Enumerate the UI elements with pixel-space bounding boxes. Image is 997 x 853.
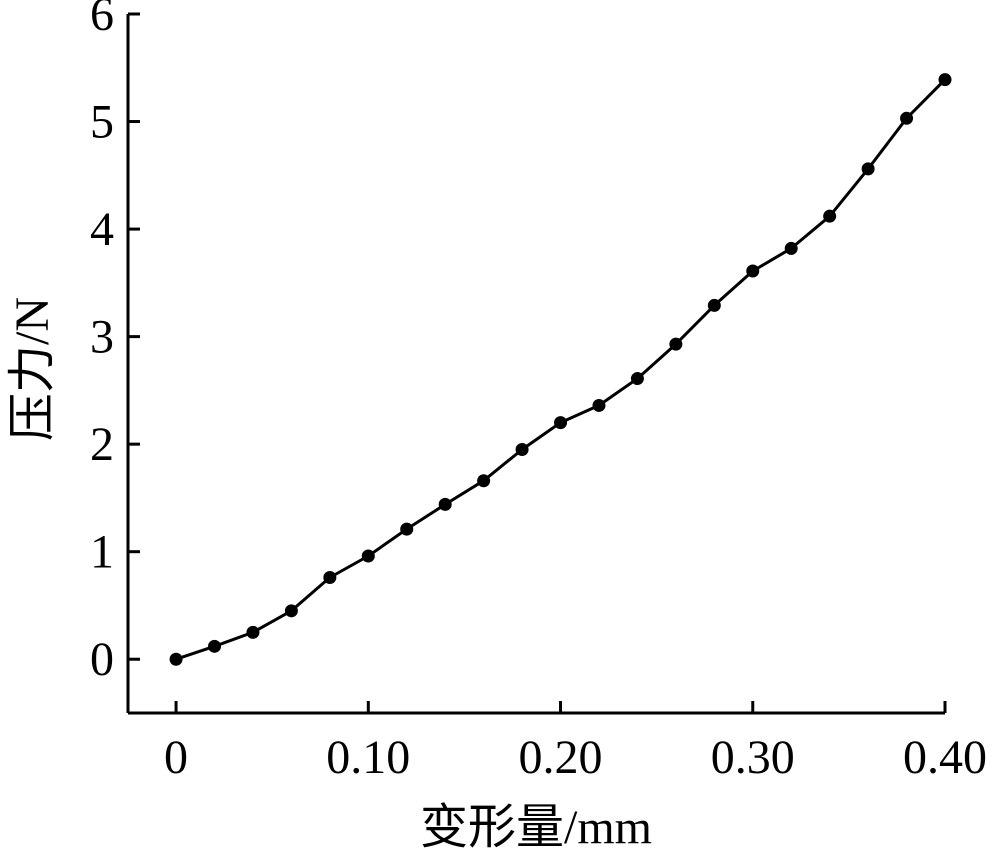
axes <box>126 14 945 715</box>
data-point <box>438 497 452 511</box>
data-point <box>208 639 222 653</box>
y-tick-label: 2 <box>90 418 114 471</box>
x-tick-label: 0.20 <box>519 731 603 784</box>
data-point <box>707 298 721 312</box>
data-point <box>592 398 606 412</box>
data-point <box>515 443 529 457</box>
y-tick-label: 3 <box>90 311 114 364</box>
data-point <box>554 416 568 430</box>
data-point <box>861 162 875 176</box>
y-tick-label: 4 <box>90 203 114 256</box>
y-tick-label: 1 <box>90 526 114 579</box>
x-tick-label: 0.40 <box>903 731 987 784</box>
data-point <box>746 264 760 278</box>
data-point <box>900 111 914 125</box>
y-tick-label: 5 <box>90 96 114 149</box>
data-point <box>400 522 414 536</box>
y-tick-label: 0 <box>90 633 114 686</box>
y-axis-label: 压力/N <box>6 297 59 441</box>
data-point <box>284 604 298 618</box>
data-point <box>361 549 375 563</box>
data-point <box>669 337 683 351</box>
x-tick-label: 0.10 <box>326 731 410 784</box>
data-point <box>246 625 260 639</box>
y-tick-label: 6 <box>90 0 114 41</box>
data-point <box>938 73 952 87</box>
data-point <box>169 652 183 666</box>
x-axis-label: 变形量/mm <box>420 801 652 853</box>
data-point <box>477 474 491 488</box>
data-point <box>784 241 798 255</box>
data-point <box>323 571 337 585</box>
x-tick-label: 0 <box>164 731 188 784</box>
data-point <box>823 209 837 223</box>
x-tick-label: 0.30 <box>711 731 795 784</box>
data-point <box>630 372 644 386</box>
series-group <box>169 73 952 666</box>
series-line <box>175 78 947 661</box>
ticks: 0 1 2 3 4 5 6 0 0.10 0.20 0.30 0.40 <box>90 0 987 784</box>
